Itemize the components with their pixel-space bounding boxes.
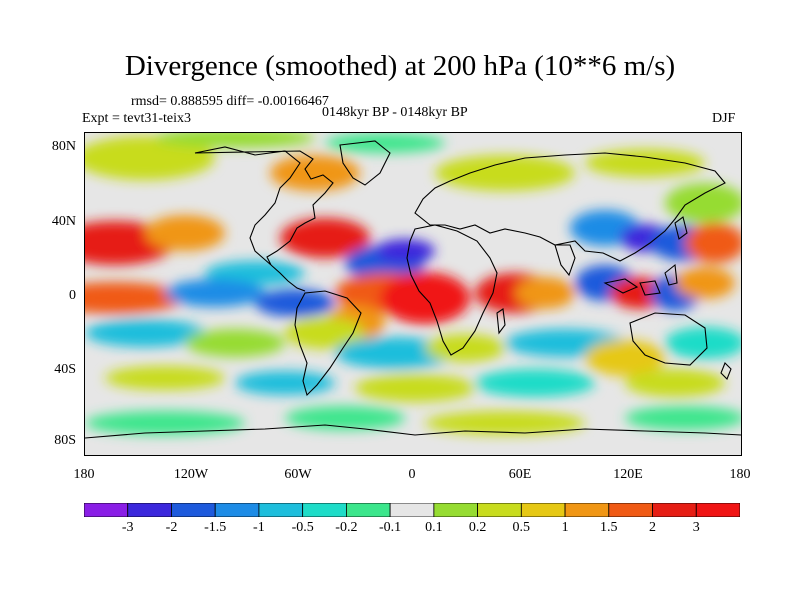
colorbar xyxy=(84,503,740,517)
colorbar-label: -0.1 xyxy=(379,520,402,535)
divergence-contour-region xyxy=(515,277,575,309)
colorbar-label: -0.2 xyxy=(335,520,358,535)
divergence-contour-region xyxy=(425,411,585,435)
lon-label: 60W xyxy=(284,467,312,482)
period-label: 0148kyr BP - 0148kyr BP xyxy=(322,105,468,120)
plot-title: Divergence (smoothed) at 200 hPa (10**6 … xyxy=(124,50,676,82)
divergence-contour-region xyxy=(325,133,445,153)
divergence-contour-region xyxy=(375,239,435,263)
divergence-contour-region xyxy=(475,369,595,397)
experiment-label: Expt = tevt31-teix3 xyxy=(82,111,191,126)
lat-label: 0 xyxy=(69,288,76,303)
lon-label: 180 xyxy=(73,467,95,482)
colorbar-box xyxy=(520,503,566,517)
divergence-contour-region xyxy=(85,282,185,314)
divergence-contour-region xyxy=(685,223,741,263)
colorbar-box xyxy=(214,503,260,517)
divergence-contour-region xyxy=(235,371,335,395)
lon-label: 120E xyxy=(613,467,643,482)
colorbar-box xyxy=(258,503,304,517)
divergence-map xyxy=(84,132,742,456)
colorbar-box xyxy=(564,503,610,517)
divergence-contour-region xyxy=(625,406,741,430)
colorbar-box xyxy=(608,503,653,517)
divergence-contour-region xyxy=(625,369,725,397)
divergence-contour-region xyxy=(85,319,205,347)
divergence-contour-region xyxy=(675,267,735,299)
divergence-contour-region xyxy=(105,366,225,390)
colorbar-box xyxy=(477,503,522,517)
divergence-contour-region xyxy=(425,334,505,362)
divergence-contour-region xyxy=(270,155,360,191)
colorbar-box xyxy=(433,503,478,517)
rmsd-stats: rmsd= 0.888595 diff= -0.00166467 xyxy=(131,94,329,109)
divergence-contour-region xyxy=(335,337,455,369)
divergence-contour-region xyxy=(585,340,665,376)
colorbar-label: -2 xyxy=(165,520,178,535)
lon-label: 180 xyxy=(729,467,751,482)
divergence-contour-region xyxy=(355,374,475,402)
lat-label: 80N xyxy=(51,139,76,154)
colorbar-box xyxy=(345,503,391,517)
colorbar-label: 2 xyxy=(649,520,656,535)
lat-label: 40S xyxy=(54,362,76,377)
colorbar-label: 3 xyxy=(692,520,700,535)
divergence-contour-region xyxy=(665,183,741,223)
colorbar-box xyxy=(302,503,347,517)
colorbar-label: -3 xyxy=(121,520,134,535)
colorbar-label: 0.2 xyxy=(468,520,487,535)
lon-label: 0 xyxy=(408,467,416,482)
divergence-contour-region xyxy=(85,136,215,180)
map-field xyxy=(85,133,741,439)
coastlines xyxy=(85,140,741,439)
lat-label: 40N xyxy=(51,214,76,229)
colorbar-label: 0.1 xyxy=(425,520,443,535)
divergence-contour-region xyxy=(280,218,370,258)
divergence-contour-region xyxy=(285,317,365,349)
colorbar-box xyxy=(171,503,216,517)
divergence-contour-region xyxy=(165,279,265,307)
divergence-contour-region xyxy=(435,155,575,191)
divergence-contour-region xyxy=(585,149,705,177)
colorbar-label: -1.5 xyxy=(204,520,227,535)
colorbar-label: 1.5 xyxy=(600,520,618,535)
colorbar-label: 0.5 xyxy=(512,520,531,535)
divergence-contour-region xyxy=(205,261,305,285)
divergence-contour-region xyxy=(145,215,225,251)
divergence-contour-region xyxy=(155,133,315,148)
divergence-contour-region xyxy=(255,289,335,317)
divergence-contour-region xyxy=(85,411,245,435)
colorbar-box xyxy=(389,503,435,517)
season-label: DJF xyxy=(712,111,736,126)
divergence-contour-region xyxy=(185,329,285,357)
lat-label: 80S xyxy=(54,433,76,448)
divergence-contour-region xyxy=(285,406,405,430)
colorbar-box xyxy=(652,503,697,517)
colorbar-label: -1 xyxy=(253,520,265,535)
colorbar-label: 1 xyxy=(561,520,569,535)
divergence-contour-region xyxy=(665,327,741,359)
lon-label: 60E xyxy=(508,467,532,482)
colorbar-label: -0.5 xyxy=(291,520,314,535)
colorbar-box xyxy=(84,503,129,517)
colorbar-box xyxy=(695,503,740,517)
colorbar-box xyxy=(127,503,172,517)
lon-label: 120W xyxy=(173,467,209,482)
divergence-field-blobs xyxy=(85,133,741,435)
